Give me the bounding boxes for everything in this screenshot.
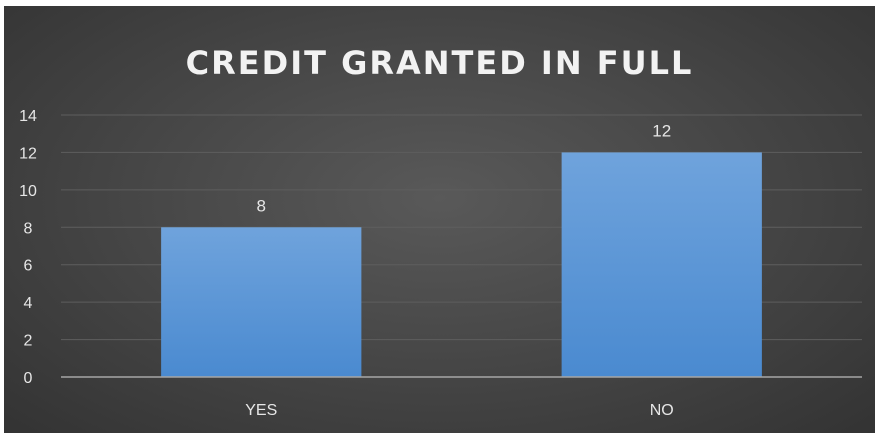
y-tick-label-6: 6: [24, 258, 33, 275]
y-tick-label-0: 0: [24, 370, 33, 387]
y-tick-label-2: 2: [24, 333, 33, 350]
data-label-no: 12: [652, 121, 671, 140]
chart-title: CREDIT GRANTED IN FULL: [185, 44, 694, 82]
bar-no: [561, 152, 762, 377]
bars: [161, 152, 762, 377]
category-label-no: NO: [650, 402, 674, 419]
category-label-yes: YES: [245, 402, 277, 419]
bar-chart: 0 2 4 6 8 10 12 14 8 12 YES NO: [19, 108, 862, 419]
y-tick-label-4: 4: [24, 295, 33, 312]
data-label-yes: 8: [257, 196, 266, 215]
y-tick-label-12: 12: [19, 145, 37, 162]
bar-yes: [161, 227, 362, 377]
y-axis-ticks: 0 2 4 6 8 10 12 14: [19, 108, 37, 387]
data-labels: 8 12: [257, 121, 672, 215]
y-tick-label-8: 8: [24, 220, 33, 237]
x-axis-categories: YES NO: [245, 402, 674, 419]
chart-container: CREDIT GRANTED IN FULL 0 2 4 6 8 10 12 14 8 12 Y…: [4, 6, 875, 433]
y-tick-label-10: 10: [19, 183, 37, 200]
y-tick-label-14: 14: [19, 108, 37, 125]
